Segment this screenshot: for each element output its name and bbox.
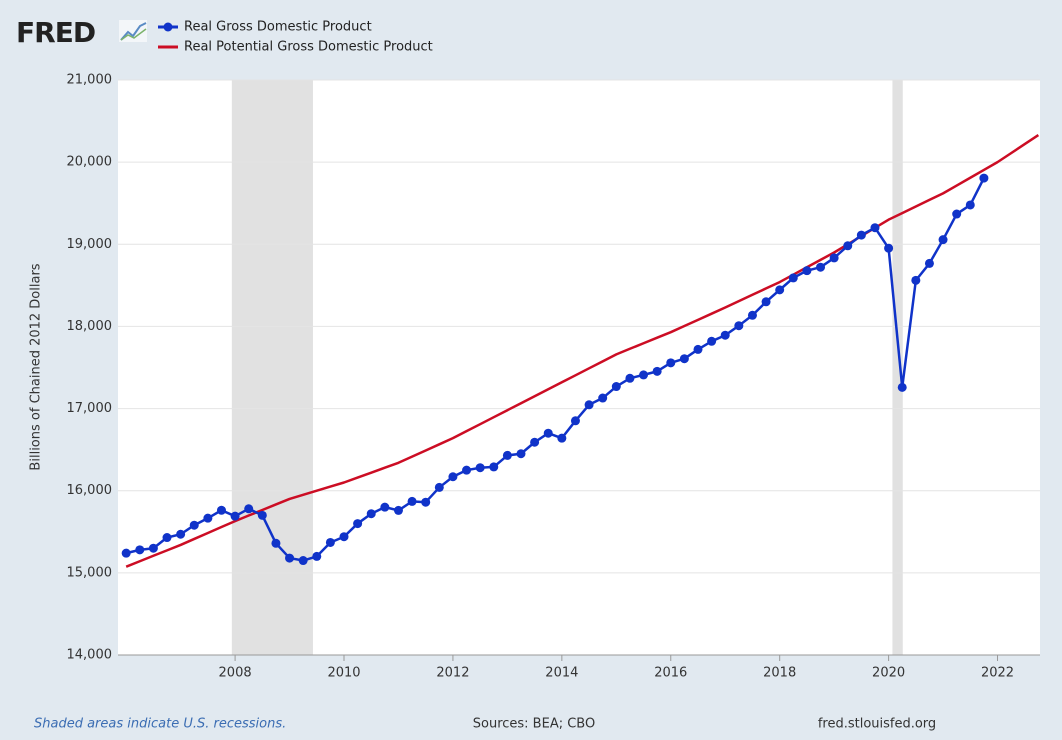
data-point [543,428,553,438]
logo-icon [119,20,147,42]
data-point [884,243,894,253]
y-tick-label: 17,000 [67,401,113,416]
footer-site[interactable]: fred.stlouisfed.org [818,717,936,732]
data-point [230,511,240,521]
data-point [176,529,186,539]
data-point [570,416,580,426]
data-point [952,209,962,219]
data-point [911,275,921,285]
data-point [802,266,812,276]
data-point [325,537,335,547]
data-point [271,538,281,548]
x-tick-label: 2020 [872,666,905,681]
data-point [693,344,703,354]
data-point [189,520,199,530]
recession-shade [892,80,903,655]
data-point [462,465,472,475]
data-point [421,497,431,507]
data-point [870,223,880,233]
series-line [125,177,986,562]
data-point [203,513,213,523]
data-point [666,358,676,368]
y-tick-label: 18,000 [67,319,113,334]
data-point [775,285,785,295]
y-tick-label: 19,000 [67,237,113,252]
data-point [856,230,866,240]
data-point [135,545,145,555]
data-point [434,482,444,492]
data-point [298,556,308,566]
y-axis-label: Billions of Chained 2012 Dollars [29,263,44,470]
y-tick-label: 20,000 [67,155,113,170]
x-tick-label: 2008 [219,666,252,681]
data-point [679,354,689,364]
data-point [584,400,594,410]
data-point [121,548,131,558]
legend-label: Real Gross Domestic Product [184,20,372,35]
data-point [598,393,608,403]
data-point [734,321,744,331]
data-point [720,330,730,340]
x-tick-label: 2022 [981,666,1014,681]
data-point [530,437,540,447]
footer-sources: Sources: BEA; CBO [473,717,595,732]
recession-shade [231,80,313,655]
data-point [788,273,798,283]
data-point [924,258,934,268]
y-tick-label: 21,000 [67,73,113,88]
data-point [216,505,226,515]
y-tick-label: 16,000 [67,483,113,498]
data-point [747,310,757,320]
data-point [312,551,322,561]
legend-marker [163,22,173,32]
data-point [148,543,158,553]
data-point [897,382,907,392]
data-point [502,450,512,460]
data-point [339,532,349,542]
data-point [162,533,172,543]
data-point [829,253,839,263]
series-line [125,133,1040,568]
data-point [353,519,363,529]
data-point [244,504,254,514]
data-point [380,502,390,512]
x-tick-label: 2014 [545,666,578,681]
data-point [639,370,649,380]
data-point [707,336,717,346]
data-point [285,553,295,563]
data-point [393,505,403,515]
data-point [557,433,567,443]
data-point [761,297,771,307]
data-point [257,510,267,520]
y-tick-label: 14,000 [67,648,113,663]
data-point [475,463,485,473]
data-point [965,200,975,210]
y-tick-label: 15,000 [67,565,113,580]
footer-note: Shaded areas indicate U.S. recessions. [34,717,286,732]
x-tick-label: 2010 [327,666,360,681]
legend-label: Real Potential Gross Domestic Product [184,40,433,55]
data-point [448,472,458,482]
brand-logo[interactable]: FRED [16,16,96,49]
data-point [366,509,376,519]
data-point [516,449,526,459]
data-point [843,241,853,251]
data-point [407,496,417,506]
data-point [489,462,499,472]
data-point [652,366,662,376]
x-tick-label: 2012 [436,666,469,681]
data-point [611,382,621,392]
data-point [625,373,635,383]
data-point [816,262,826,272]
x-tick-label: 2016 [654,666,687,681]
data-point [979,173,989,183]
data-point [938,235,948,245]
x-tick-label: 2018 [763,666,796,681]
